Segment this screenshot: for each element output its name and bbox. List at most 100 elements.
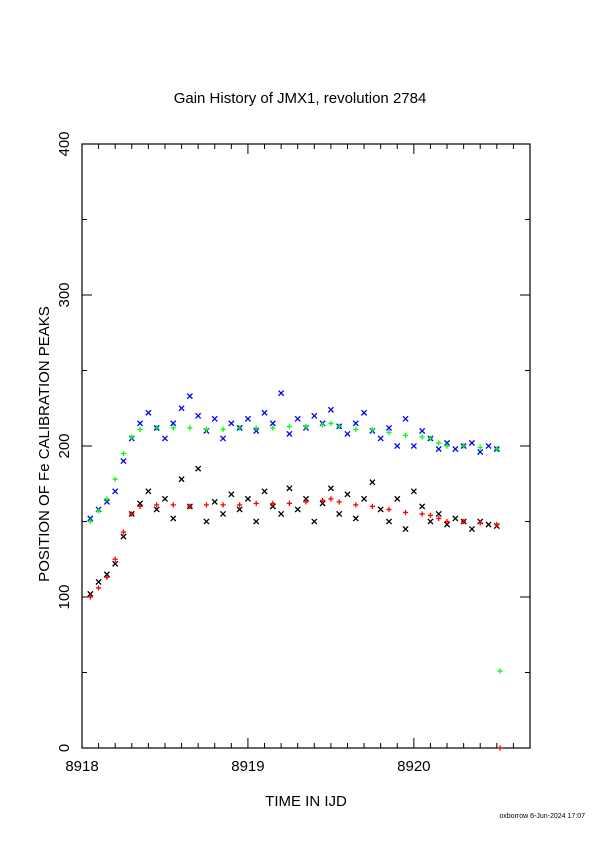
- data-point: [386, 506, 392, 513]
- data-point: [419, 434, 425, 440]
- data-point: [195, 412, 202, 419]
- data-point: [402, 432, 409, 439]
- data-point: [497, 745, 503, 751]
- data-point: [170, 502, 176, 508]
- data-point: [261, 409, 268, 416]
- data-point: [444, 518, 450, 525]
- data-point: [286, 423, 293, 429]
- y-tick-label: 100: [56, 584, 73, 609]
- data-point: [104, 574, 110, 580]
- x-tick-label: 8919: [231, 758, 264, 775]
- data-point: [187, 503, 193, 509]
- data-point: [220, 426, 226, 432]
- x-tick-label: 8920: [397, 758, 430, 775]
- data-point: [311, 412, 318, 419]
- data-point: [237, 425, 243, 431]
- data-point: [494, 446, 500, 452]
- data-point: [443, 521, 451, 528]
- data-point: [170, 420, 177, 427]
- data-point: [485, 521, 492, 528]
- data-point: [112, 560, 119, 567]
- data-point: [203, 502, 210, 508]
- footer-credit: oxborrow 6-Jun-2024 17:07: [499, 813, 585, 820]
- y-axis-label: POSITION OF Fe CALIBRATION PEAKS: [36, 306, 53, 582]
- data-point: [154, 502, 160, 508]
- data-point: [137, 420, 144, 427]
- data-point: [145, 409, 152, 416]
- data-point: [178, 476, 185, 483]
- data-point: [187, 425, 193, 431]
- data-point: [461, 518, 467, 525]
- data-point: [228, 420, 235, 427]
- series-3: [87, 496, 503, 751]
- data-point: [253, 427, 260, 434]
- data-point: [369, 503, 375, 509]
- data-point: [352, 420, 359, 427]
- data-point: [103, 498, 110, 505]
- data-point: [361, 495, 368, 502]
- data-point: [170, 515, 177, 522]
- data-point: [410, 442, 417, 450]
- data-point: [95, 578, 102, 585]
- data-point: [154, 425, 160, 431]
- data-point: [444, 443, 450, 449]
- data-point: [244, 415, 251, 422]
- data-point: [353, 426, 359, 432]
- data-point: [87, 594, 93, 600]
- data-point: [328, 420, 334, 426]
- y-tick-label: 300: [56, 282, 73, 307]
- data-point: [219, 510, 227, 518]
- data-point: [402, 509, 409, 516]
- data-point: [327, 485, 334, 492]
- data-point: [219, 435, 227, 442]
- data-point: [87, 518, 93, 525]
- data-point: [104, 496, 110, 502]
- data-point: [95, 508, 102, 514]
- data-point: [211, 498, 218, 505]
- data-point: [95, 585, 102, 591]
- data-point: [344, 491, 351, 498]
- data-point: [269, 420, 276, 427]
- data-point: [311, 518, 318, 525]
- data-point: [269, 503, 276, 510]
- data-point: [112, 476, 118, 482]
- data-point: [419, 503, 426, 510]
- data-point: [477, 444, 483, 451]
- data-point: [385, 518, 393, 525]
- data-point: [137, 426, 143, 432]
- data-point: [419, 511, 425, 517]
- data-point: [203, 518, 210, 525]
- data-point: [87, 590, 94, 598]
- data-point: [319, 422, 326, 428]
- data-point: [112, 488, 119, 495]
- data-point: [468, 439, 475, 447]
- data-point: [319, 497, 326, 503]
- data-point: [494, 521, 500, 528]
- data-point: [112, 556, 118, 562]
- data-point: [153, 506, 160, 513]
- data-point: [377, 506, 384, 513]
- data-point: [220, 502, 226, 508]
- data-point: [419, 427, 426, 434]
- data-point: [435, 510, 442, 518]
- data-point: [294, 506, 301, 513]
- data-point: [186, 393, 193, 400]
- data-point: [427, 435, 434, 442]
- data-point: [244, 495, 251, 502]
- data-point: [286, 500, 293, 506]
- data-point: [237, 502, 243, 508]
- data-point: [286, 485, 293, 492]
- data-point: [294, 415, 301, 422]
- x-tick-label: 8918: [65, 758, 98, 775]
- data-point: [286, 430, 293, 437]
- data-point: [328, 496, 334, 502]
- data-point: [436, 440, 442, 446]
- data-point: [353, 502, 359, 508]
- data-point: [87, 515, 94, 522]
- data-point: [402, 525, 409, 533]
- data-point: [120, 458, 127, 465]
- data-point: [253, 425, 259, 431]
- data-point: [477, 448, 484, 456]
- data-point: [161, 495, 169, 502]
